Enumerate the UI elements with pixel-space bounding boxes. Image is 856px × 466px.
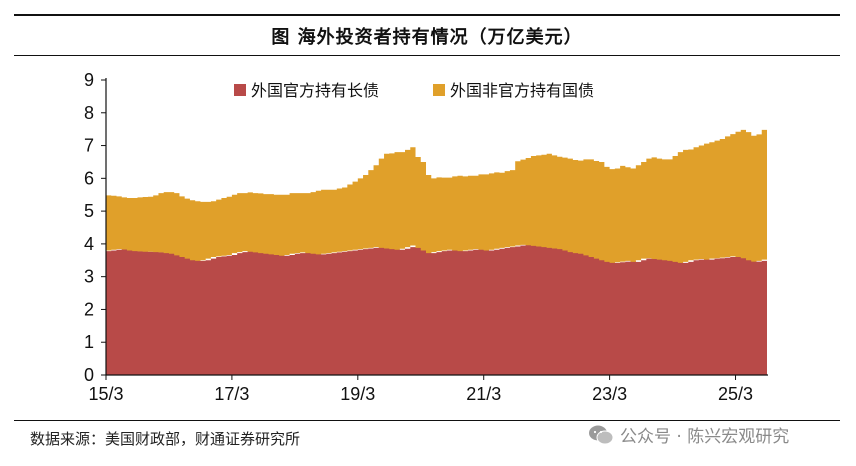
y-tick-label: 8: [84, 103, 94, 123]
data-source-note: 数据来源：美国财政部，财通证券研究所: [30, 430, 301, 448]
area-series-1: [106, 244, 767, 375]
legend: 外国官方持有长债 外国非官方持有国债: [234, 81, 594, 100]
chart-title: 图 海外投资者持有情况（万亿美元）: [271, 26, 583, 48]
stacked-area-chart: 0 1 2 3 4 5 6 7 8 9 15/3 17/3 19/3 21/3 23/3 25/3 外国官方持…: [84, 70, 768, 404]
x-tick-label: 15/3: [88, 384, 123, 404]
x-tick-label: 17/3: [214, 384, 249, 404]
watermark: 公众号 · 陈兴宏观研究: [588, 422, 789, 447]
legend-label-2: 外国非官方持有国债: [450, 81, 594, 100]
y-tick-label: 1: [84, 332, 94, 352]
y-tick-label: 4: [84, 234, 94, 254]
x-tick-label: 23/3: [592, 384, 627, 404]
x-tick-label: 21/3: [466, 384, 501, 404]
axes-layer: 0 1 2 3 4 5 6 7 8 9 15/3 17/3 19/3 21/3 23/3 25/3: [84, 70, 768, 404]
y-tick-label: 7: [84, 136, 94, 156]
wechat-icon: [589, 425, 614, 444]
chart-title-bar: 图 海外投资者持有情况（万亿美元）: [14, 14, 840, 56]
watermark-text: 公众号 · 陈兴宏观研究: [620, 427, 790, 447]
x-tick-label: 25/3: [718, 384, 753, 404]
y-tick-label: 2: [84, 299, 94, 319]
legend-swatch-2: [433, 84, 445, 96]
x-tick-label: 19/3: [340, 384, 375, 404]
y-tick-label: 5: [84, 201, 94, 221]
y-tick-label: 3: [84, 267, 94, 287]
y-tick-label: 0: [84, 365, 94, 385]
area-layer: [106, 125, 767, 375]
y-tick-label: 6: [84, 168, 94, 188]
legend-label-1: 外国官方持有长债: [251, 81, 379, 100]
legend-swatch-1: [234, 84, 246, 96]
y-tick-label: 9: [84, 70, 94, 90]
area-series-2: [106, 125, 767, 263]
footer-divider: [14, 420, 840, 421]
